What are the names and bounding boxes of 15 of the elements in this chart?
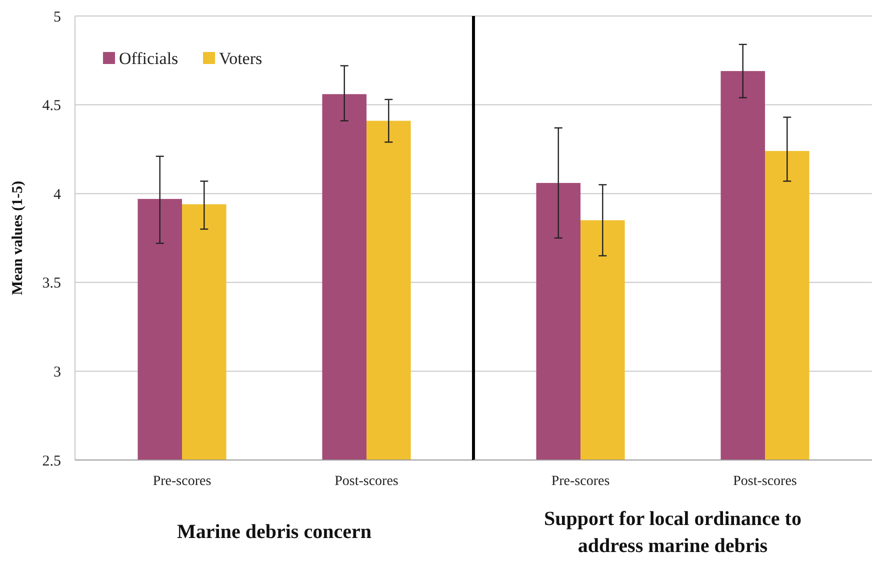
x-axis-title: Support for local ordinance to address marine debris [544, 508, 802, 557]
y-tick-label: 2.5 [42, 453, 61, 470]
y-tick-label: 4.5 [42, 98, 61, 114]
x-tick-label: Post-scores [733, 474, 797, 489]
x-tick-label: Pre-scores [551, 474, 610, 489]
x-axis-title: Marine debris concern [177, 521, 372, 543]
legend-label: Officials [119, 48, 178, 68]
y-axis-title: Mean values (1-5) [10, 180, 26, 296]
y-tick-label: 3.5 [42, 276, 61, 292]
x-tick-label: Pre-scores [152, 474, 212, 489]
x-tick-label: Post-scores [334, 474, 398, 489]
y-tick-label: 4 [54, 186, 62, 203]
legend-label: Voters [219, 48, 262, 68]
y-tick-label: 5 [54, 9, 61, 26]
y-tick-label: 3 [54, 364, 61, 380]
